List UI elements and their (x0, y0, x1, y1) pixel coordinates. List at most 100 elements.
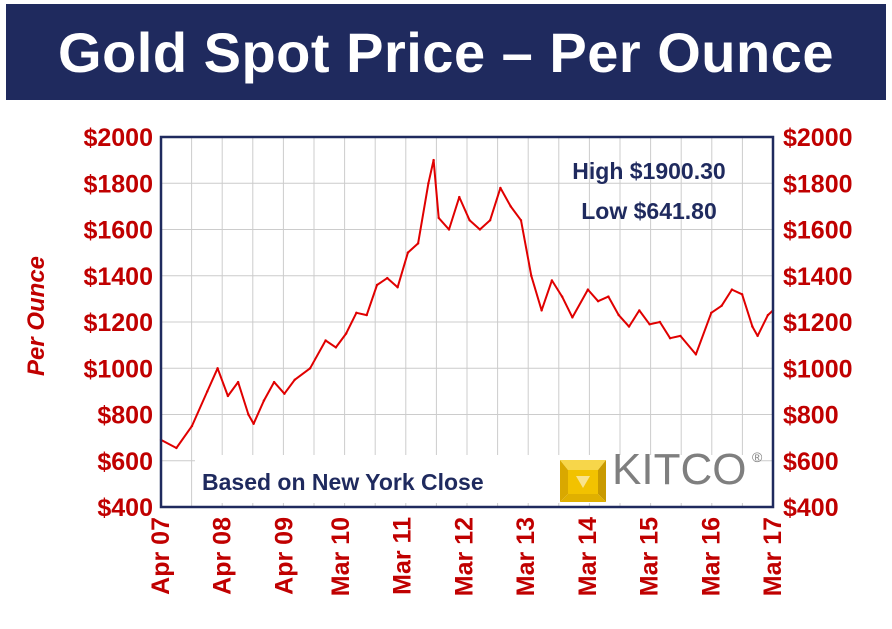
y-tick-left-7: $1800 (83, 170, 153, 198)
data-point-55 (751, 325, 754, 328)
y-tick-left-8: $2000 (83, 124, 153, 152)
data-point-26 (437, 216, 440, 220)
y-tick-right-8: $2000 (783, 124, 853, 152)
plot-border (159, 135, 775, 509)
data-point-16 (344, 332, 348, 335)
data-point-40 (586, 288, 590, 291)
data-point-29 (468, 219, 471, 222)
x-tick-6: Mar 13 (512, 517, 540, 596)
data-point-42 (607, 295, 610, 298)
data-point-47 (658, 320, 662, 324)
data-point-19 (375, 283, 379, 287)
data-point-53 (730, 288, 734, 291)
data-point-8 (252, 422, 255, 425)
kitco-gold-bar-icon (560, 460, 606, 502)
data-point-38 (560, 295, 564, 298)
y-axis-title: Per Ounce (23, 256, 50, 376)
y-tick-left-6: $1600 (83, 217, 153, 245)
data-point-21 (396, 286, 399, 289)
data-point-30 (478, 228, 482, 231)
data-point-34 (519, 219, 523, 222)
data-point-1 (175, 446, 178, 450)
data-point-24 (427, 182, 430, 185)
data-point-44 (627, 325, 631, 328)
y-tick-right-7: $1800 (783, 170, 853, 198)
x-tick-7: Mar 14 (574, 517, 602, 596)
data-point-25 (432, 158, 435, 162)
chart-title: Gold Spot Price – Per Ounce (58, 20, 834, 84)
x-tick-5: Mar 12 (450, 517, 478, 596)
registered-mark: ® (752, 449, 763, 465)
data-point-51 (710, 311, 713, 314)
x-tick-1: Apr 08 (209, 517, 237, 595)
y-tick-right-2: $800 (783, 402, 839, 430)
data-point-15 (334, 346, 338, 349)
data-point-23 (416, 242, 420, 245)
data-point-31 (488, 219, 492, 222)
data-point-18 (365, 313, 368, 317)
low-annotation: Low $641.80 (581, 198, 717, 224)
y-tick-right-6: $1600 (783, 217, 853, 245)
right-y-axis: $400 $600 $800 $1000 $1200 $1400 $1600 $1800 $20… (783, 124, 853, 522)
y-tick-left-4: $1200 (83, 309, 153, 337)
kitco-wordmark: KITCO (612, 445, 746, 494)
y-tick-right-0: $400 (783, 494, 839, 522)
x-axis: Apr 07 Apr 08 Apr 09 Mar 10 Mar 11 Mar 12 Mar … (147, 517, 787, 596)
y-tick-left-2: $800 (97, 402, 153, 430)
y-tick-right-1: $600 (783, 448, 839, 476)
x-tick-0: Apr 07 (147, 517, 175, 595)
data-point-10 (272, 380, 276, 384)
data-point-36 (540, 309, 543, 312)
y-tick-left-0: $400 (97, 494, 153, 522)
data-point-11 (283, 392, 286, 395)
x-tick-10: Mar 17 (759, 517, 787, 596)
data-point-56 (756, 334, 759, 338)
kitco-logo: KITCO ® (560, 445, 763, 502)
note-background (195, 455, 755, 503)
data-point-43 (617, 313, 620, 317)
data-point-6 (236, 380, 240, 384)
data-point-13 (308, 367, 312, 370)
data-point-48 (668, 337, 672, 340)
x-tick-2: Apr 09 (270, 517, 298, 595)
data-point-20 (386, 276, 389, 280)
y-tick-left-1: $600 (97, 448, 153, 476)
y-tick-right-5: $1400 (783, 263, 853, 291)
data-point-4 (216, 367, 219, 370)
data-point-27 (447, 228, 451, 231)
x-tick-4: Mar 11 (389, 517, 417, 595)
y-tick-right-4: $1200 (783, 309, 853, 337)
data-point-9 (262, 399, 266, 402)
title-banner: Gold Spot Price – Per Ounce (6, 4, 886, 100)
data-point-32 (499, 186, 502, 190)
data-point-57 (766, 313, 770, 317)
data-point-2 (190, 424, 194, 428)
data-point-7 (247, 413, 250, 416)
data-point-3 (206, 390, 209, 393)
high-annotation: High $1900.30 (572, 158, 725, 184)
data-point-12 (293, 378, 296, 381)
data-point-22 (406, 251, 410, 254)
data-point-41 (596, 300, 600, 303)
x-tick-9: Mar 16 (697, 517, 725, 596)
data-point-54 (740, 293, 744, 296)
data-point-49 (679, 334, 682, 338)
data-point-5 (226, 394, 230, 398)
data-point-52 (720, 304, 723, 307)
data-point-45 (638, 309, 641, 312)
x-tick-3: Mar 10 (327, 517, 355, 596)
y-tick-right-3: $1000 (783, 355, 853, 383)
data-point-37 (550, 279, 554, 282)
x-tick-8: Mar 15 (636, 517, 664, 596)
data-point-14 (324, 339, 327, 342)
data-point-35 (530, 274, 533, 277)
data-point-39 (571, 316, 574, 319)
data-point-28 (458, 195, 461, 199)
data-point-46 (648, 323, 651, 326)
data-point-50 (694, 353, 698, 356)
left-y-axis: $400 $600 $800 $1000 $1200 $1400 $1600 $1800 $20… (83, 124, 153, 522)
y-tick-left-5: $1400 (83, 263, 153, 291)
y-tick-left-3: $1000 (83, 355, 153, 383)
data-point-33 (509, 205, 512, 208)
